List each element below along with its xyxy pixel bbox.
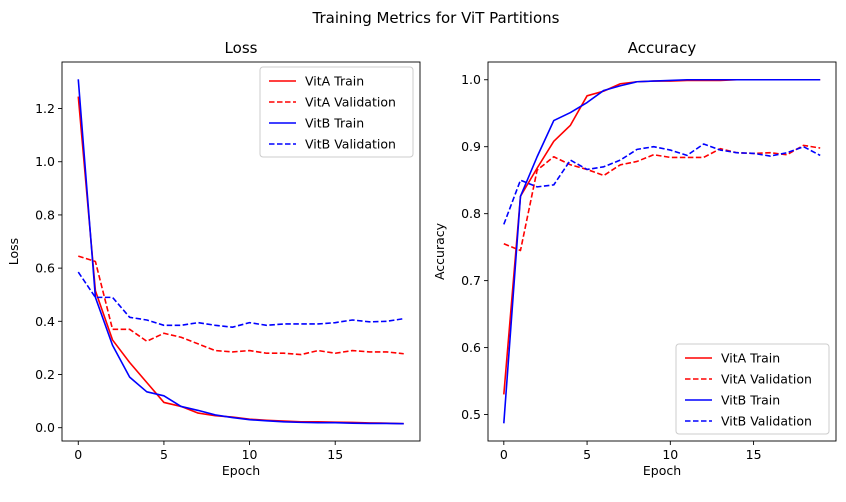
figure-suptitle: Training Metrics for ViT Partitions: [312, 9, 560, 27]
loss-xlabel: Epoch: [222, 463, 260, 478]
accuracy-axes-frame: [487, 61, 837, 442]
accuracy-line-vitb-train: [503, 78, 821, 424]
accuracy-ytick-label: 1.0: [461, 72, 481, 87]
accuracy-xtick-label: 15: [746, 447, 762, 462]
loss-series-group: [77, 79, 404, 425]
loss-ytick-label: 0.4: [35, 314, 55, 329]
accuracy-line-vita-validation: [503, 144, 821, 252]
loss-ytick-label: 1.0: [35, 154, 55, 169]
accuracy-ytick-label: 0.6: [461, 340, 481, 355]
loss-legend: VitA Train VitA Validation VitB Train VitB …: [259, 66, 414, 158]
accuracy-title: Accuracy: [628, 39, 697, 57]
loss-legend-label-vita-validation: VitA Validation: [305, 95, 396, 110]
accuracy-line-vitb-validation: [503, 143, 821, 225]
loss-xtick-label: 5: [160, 447, 168, 462]
loss-ytick-label: 0.2: [35, 367, 55, 382]
loss-line-vitb-train: [77, 79, 404, 425]
accuracy-ytick-label: 0.9: [461, 139, 481, 154]
accuracy-ylabel: Accuracy: [432, 222, 447, 280]
loss-ytick-label: 0.6: [35, 261, 55, 276]
loss-legend-label-vitb-train: VitB Train: [305, 116, 364, 131]
loss-legend-box: [259, 66, 414, 158]
loss-legend-label-vita-train: VitA Train: [305, 74, 364, 89]
accuracy-series-group: [503, 78, 821, 424]
loss-title: Loss: [225, 39, 258, 57]
accuracy-legend-label-vitb-train: VitB Train: [721, 393, 780, 408]
loss-axes-frame: [61, 61, 421, 442]
loss-ylabel: Loss: [6, 238, 21, 265]
accuracy-xtick-label: 10: [662, 447, 678, 462]
loss-legend-label-vitb-validation: VitB Validation: [305, 137, 396, 152]
accuracy-ytick-label: 0.5: [461, 407, 481, 422]
loss-ytick-label: 0.8: [35, 207, 55, 222]
accuracy-ytick-label: 0.7: [461, 273, 481, 288]
accuracy-panel: Accuracy 0 5 10 15 0.5 0.6 0.7 0.8 0.9 1.0 Epoch Acc…: [432, 39, 837, 478]
loss-ytick-label: 1.2: [35, 101, 55, 116]
loss-xtick-label: 10: [242, 447, 258, 462]
loss-panel: Loss 0 5 10 15 0.0 0.2 0.4 0.6 0.8 1.0 1.2 Epoch Loss…: [6, 39, 421, 478]
accuracy-xtick-label: 5: [583, 447, 591, 462]
loss-line-vitb-validation: [77, 271, 404, 328]
loss-xtick-label: 15: [327, 447, 343, 462]
accuracy-ytick-label: 0.8: [461, 206, 481, 221]
loss-line-vita-validation: [78, 255, 404, 356]
accuracy-legend-label-vita-validation: VitA Validation: [721, 372, 812, 387]
accuracy-legend-box: [675, 343, 830, 435]
accuracy-legend-label-vitb-validation: VitB Validation: [721, 414, 812, 429]
accuracy-xlabel: Epoch: [643, 463, 681, 478]
accuracy-legend: VitA Train VitA Validation VitB Train VitB …: [675, 343, 830, 435]
accuracy-legend-label-vita-train: VitA Train: [721, 351, 780, 366]
loss-xtick-label: 0: [74, 447, 82, 462]
accuracy-xtick-label: 0: [500, 447, 508, 462]
loss-ytick-label: 0.0: [35, 420, 55, 435]
